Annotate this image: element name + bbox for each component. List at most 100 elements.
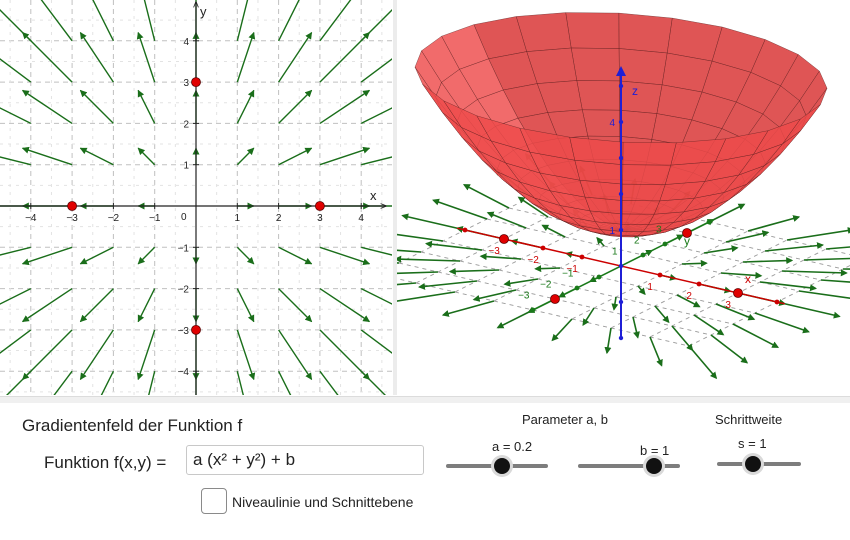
gradient-arrow-3d <box>604 327 612 355</box>
point[interactable] <box>191 77 201 87</box>
gradient-arrow <box>79 246 114 265</box>
gradient-arrow <box>137 147 156 166</box>
y-axis-dot <box>574 285 580 291</box>
gradient-arrow <box>278 288 313 323</box>
slider-a-knob[interactable] <box>494 458 510 474</box>
gradient-arrow <box>319 32 370 83</box>
gradient-arrow-3d <box>432 198 488 220</box>
graphics-view-2d[interactable]: −4 −3 −2 −1 1 2 3 4 4 3 2 1 −1 −2 −3 −4 x y 0 <box>0 0 392 395</box>
gradient-arrow-3d <box>764 242 824 252</box>
gradient-arrow <box>0 287 32 305</box>
gradient-arrow-3d <box>786 227 850 241</box>
x-axis-dot <box>540 245 546 251</box>
y-tick-label-3d: 2 <box>634 236 640 247</box>
y-tick-label: −3 <box>178 326 190 337</box>
z-axis-dot <box>618 263 624 269</box>
gradient-arrow-3d <box>448 267 500 275</box>
gradient-arrow <box>278 246 313 265</box>
slider-b-knob[interactable] <box>646 458 662 474</box>
y-axis-dot <box>530 307 536 313</box>
z-tick-label-3d: 1 <box>609 226 615 237</box>
y-axis-dot <box>640 252 646 258</box>
gradient-arrow <box>143 0 156 41</box>
gradient-arrow-3d <box>803 257 850 261</box>
gradient-arrow-3d <box>541 224 566 238</box>
gradient-arrow-3d <box>596 236 605 247</box>
x-tick-label: −4 <box>25 213 37 224</box>
gradient-arrow-3d <box>759 281 817 292</box>
origin-label: 0 <box>181 212 187 223</box>
gradient-arrow <box>236 329 256 381</box>
gradient-arrow-3d <box>441 300 495 317</box>
gradient-arrow-3d <box>688 345 718 380</box>
y-tick-label-3d: 1 <box>612 247 618 258</box>
point-3d[interactable] <box>550 294 560 304</box>
gradient-arrow-3d <box>676 294 701 308</box>
gradient-arrow <box>22 32 73 83</box>
gradient-arrow <box>277 370 292 395</box>
gradient-arrow <box>79 147 114 166</box>
surface-patch <box>621 213 655 225</box>
gradient-arrow-3d <box>397 262 400 264</box>
gradient-arrow <box>361 246 392 256</box>
x-axis-dot <box>579 254 585 260</box>
x-axis-label-3d: x <box>745 272 751 286</box>
grid <box>0 0 392 395</box>
z-axis-dot <box>618 299 624 305</box>
gradient-arrows <box>0 0 392 395</box>
x-tick-label: 4 <box>358 213 364 224</box>
surface-patch <box>619 80 663 114</box>
x-axis-dot <box>774 299 780 305</box>
gradient-arrow <box>137 89 156 124</box>
gradient-arrow <box>137 288 156 323</box>
gradient-arrow-3d <box>681 259 708 267</box>
y-tick-label-3d: −1 <box>562 269 574 280</box>
niveau-checkbox[interactable] <box>201 488 227 514</box>
surface-patch <box>565 12 620 49</box>
y-tick-label-3d: −3 <box>518 291 530 302</box>
slider-a-label: a = 0.2 <box>492 439 533 454</box>
point[interactable] <box>191 324 201 335</box>
gradient-arrow-3d <box>397 271 439 275</box>
gradient-arrow <box>148 371 156 395</box>
gradient-arrow-3d <box>781 269 848 277</box>
slider-s-knob[interactable] <box>745 456 761 472</box>
point[interactable] <box>314 201 325 211</box>
gradient-arrow <box>360 370 386 395</box>
x-tick-label: −2 <box>108 213 120 224</box>
graphics-view-3d[interactable]: −3 −2 −1 1 2 3 −3 −2 −1 1 2 3 1 4 x y z <box>397 0 850 395</box>
surface-patch <box>622 164 672 185</box>
x-tick-label-3d: −2 <box>527 255 539 266</box>
gradient-arrow-3d <box>517 196 549 218</box>
gradient-arrow <box>319 0 352 42</box>
slider-b-track[interactable] <box>578 464 680 468</box>
point-3d[interactable] <box>499 234 509 244</box>
gradient-arrow <box>136 329 156 381</box>
view-divider[interactable] <box>393 0 397 395</box>
gradient-arrow <box>100 370 115 395</box>
gradient-arrow <box>0 107 32 125</box>
gradient-arrow-3d <box>693 314 725 336</box>
gradient-arrow-3d <box>582 307 595 326</box>
gradient-arrow <box>319 246 371 266</box>
point-3d[interactable] <box>733 288 743 298</box>
function-input[interactable] <box>186 445 424 475</box>
parameter-group-title: Parameter a, b <box>522 412 608 427</box>
gradient-arrow <box>21 146 73 166</box>
point-3d[interactable] <box>682 228 692 238</box>
y-tick-label: −2 <box>178 285 190 296</box>
gradient-arrow <box>0 9 32 42</box>
gradient-arrow-3d <box>820 279 850 283</box>
gradient-arrow-3d <box>397 282 417 286</box>
point[interactable] <box>67 201 77 211</box>
gradient-arrow <box>236 371 244 395</box>
gradient-arrow-3d <box>632 316 640 339</box>
gradient-arrow-3d <box>742 257 794 265</box>
gradient-arrow-3d <box>401 213 466 231</box>
gradient-arrow-3d <box>496 309 534 329</box>
gradient-arrow <box>79 31 114 83</box>
gradient-arrow <box>0 58 32 83</box>
z-axis-dot <box>618 155 624 161</box>
function-label: Funktion f(x,y) = <box>44 453 167 472</box>
gradient-arrow <box>319 89 371 124</box>
